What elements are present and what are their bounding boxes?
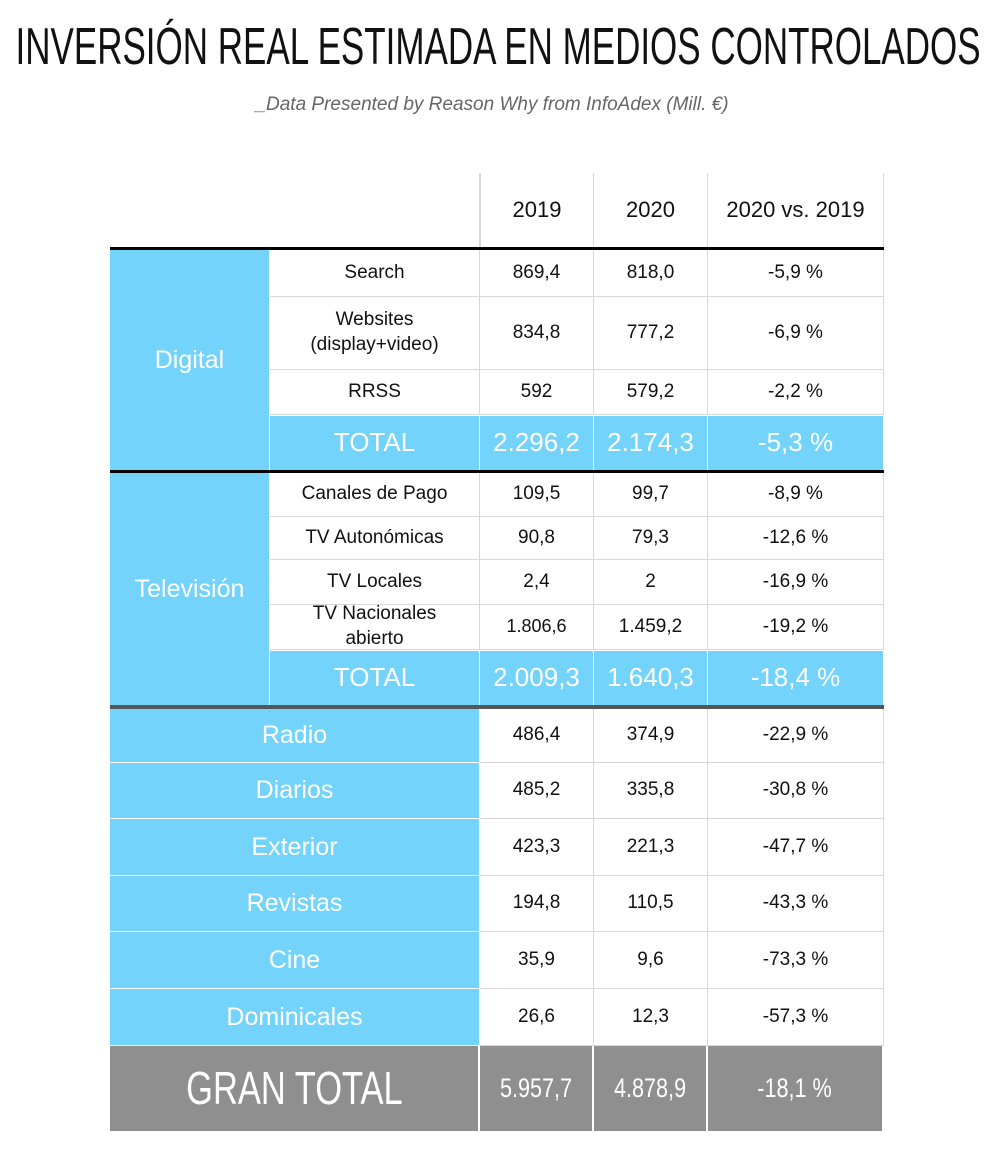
value-cell: 90,8 [480, 517, 594, 560]
value-cell: 26,6 [480, 989, 594, 1046]
separator [110, 247, 884, 250]
value-cell: 79,3 [594, 517, 708, 560]
subtitle: _Data Presented by Reason Why from InfoA… [255, 94, 729, 115]
value-cell: 592 [480, 370, 594, 415]
value-cell: -57,3 % [708, 989, 884, 1046]
cell-text: 4.878,9 [613, 1072, 687, 1103]
header-blank [110, 173, 480, 248]
value-cell: 9,6 [594, 932, 708, 989]
value-cell: 777,2 [594, 297, 708, 370]
value-cell: -5,9 % [708, 250, 884, 297]
row-label: Dominicales [110, 989, 480, 1045]
value-cell: 35,9 [480, 932, 594, 989]
total-value: -5,3 % [708, 415, 884, 470]
cell-text: 5.957,7 [499, 1072, 573, 1103]
row-label: TV Nacionales abierto [270, 603, 480, 650]
grand-total-label: GRAN TOTAL [110, 1046, 480, 1131]
value-cell: -8,9 % [708, 473, 884, 517]
header-cell: 2019 [480, 173, 594, 248]
title: INVERSIÓN REAL ESTIMADA EN MEDIOS CONTRO… [15, 18, 981, 76]
value-cell: 1.806,6 [480, 605, 594, 650]
value-cell: 869,4 [480, 250, 594, 297]
row-label: Canales de Pago [270, 473, 480, 517]
header-cell: 2020 vs. 2019 [708, 173, 884, 248]
value-cell: -22,9 % [708, 709, 884, 763]
header-cell: 2020 [594, 173, 708, 248]
value-cell: -30,8 % [708, 763, 884, 819]
value-cell: -19,2 % [708, 605, 884, 650]
total-label: TOTAL [270, 415, 480, 470]
value-cell: 579,2 [594, 370, 708, 415]
value-cell: 12,3 [594, 989, 708, 1046]
row-label: Exterior [110, 819, 480, 875]
separator [110, 470, 884, 473]
total-value: 2.009,3 [480, 650, 594, 705]
value-cell: -73,3 % [708, 932, 884, 989]
value-cell: 1.459,2 [594, 605, 708, 650]
row-label: TV Locales [270, 560, 480, 605]
value-cell: 221,3 [594, 819, 708, 876]
value-cell: 110,5 [594, 876, 708, 932]
total-value: -18,4 % [708, 650, 884, 705]
row-label: Cine [110, 932, 480, 988]
value-cell: 486,4 [480, 709, 594, 763]
row-label: Search [270, 250, 480, 297]
value-cell: 485,2 [480, 763, 594, 819]
value-cell: 99,7 [594, 473, 708, 517]
cell-text: -18,1 % [757, 1072, 833, 1103]
value-cell: -6,9 % [708, 297, 884, 370]
value-cell: 374,9 [594, 709, 708, 763]
total-value: 2.296,2 [480, 415, 594, 470]
value-cell: -47,7 % [708, 819, 884, 876]
separator [110, 705, 884, 709]
value-cell: 423,3 [480, 819, 594, 876]
title-box: INVERSIÓN REAL ESTIMADA EN MEDIOS CONTRO… [0, 12, 996, 82]
row-label: Websites (display+video) [270, 297, 480, 370]
value-cell: -2,2 % [708, 370, 884, 415]
value-cell: 194,8 [480, 876, 594, 932]
value-cell: 335,8 [594, 763, 708, 819]
group-label: Televisión [110, 473, 270, 705]
value-cell: 109,5 [480, 473, 594, 517]
grand-total-value: -18,1 % [708, 1046, 884, 1131]
value-cell: -12,6 % [708, 517, 884, 560]
value-cell: 2 [594, 560, 708, 605]
row-label: Diarios [110, 763, 480, 818]
total-value: 1.640,3 [594, 650, 708, 705]
cell-text: GRAN TOTAL [185, 1061, 403, 1114]
row-label: Radio [110, 709, 480, 762]
value-cell: -43,3 % [708, 876, 884, 932]
row-label: Revistas [110, 876, 480, 931]
value-cell: 818,0 [594, 250, 708, 297]
value-cell: -16,9 % [708, 560, 884, 605]
group-label: Digital [110, 250, 270, 470]
total-value: 2.174,3 [594, 415, 708, 470]
grand-total-value: 5.957,7 [480, 1046, 594, 1131]
value-cell: 2,4 [480, 560, 594, 605]
value-cell: 834,8 [480, 297, 594, 370]
total-label: TOTAL [270, 650, 480, 705]
row-label: RRSS [270, 370, 480, 415]
grand-total-value: 4.878,9 [594, 1046, 708, 1131]
row-label: TV Autonómicas [270, 517, 480, 560]
